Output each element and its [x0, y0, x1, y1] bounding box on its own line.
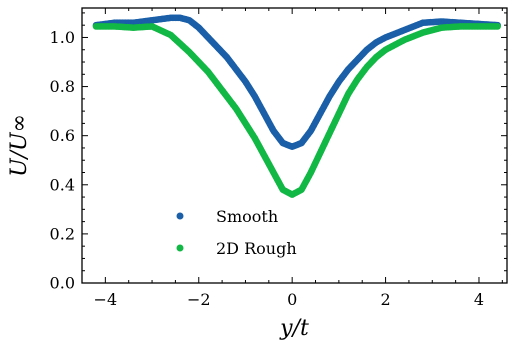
series-2d-rough	[92, 23, 501, 198]
y-tick-label: 1.0	[50, 28, 75, 47]
x-tick-label: 2	[380, 290, 390, 309]
data-point	[494, 23, 501, 30]
y-tick-label: 0.6	[50, 126, 75, 145]
ticks-layer: −4 −2 0 2 4 0.0 0.2 0.4 0.6 0.8 1.0	[50, 8, 507, 309]
y-tick-label: 0.2	[50, 224, 75, 243]
legend: Smooth 2D Rough	[176, 207, 297, 258]
y-tick-label: 0.0	[50, 274, 75, 293]
x-tick-label: −4	[94, 290, 118, 309]
series-layer	[92, 14, 501, 198]
y-tick-label: 0.4	[50, 175, 75, 194]
x-axis-label: y/t	[279, 316, 309, 341]
y-axis-label: U/U∞	[7, 114, 32, 177]
series-smooth	[92, 14, 501, 151]
x-tick-label: 0	[287, 290, 297, 309]
plot-frame	[81, 7, 508, 284]
legend-marker	[176, 244, 184, 252]
legend-label: 2D Rough	[216, 239, 297, 258]
x-tick-label: 4	[474, 290, 484, 309]
legend-label: Smooth	[216, 207, 278, 226]
x-tick-label: −2	[187, 290, 211, 309]
y-tick-label: 0.8	[50, 77, 75, 96]
legend-marker	[176, 212, 184, 220]
